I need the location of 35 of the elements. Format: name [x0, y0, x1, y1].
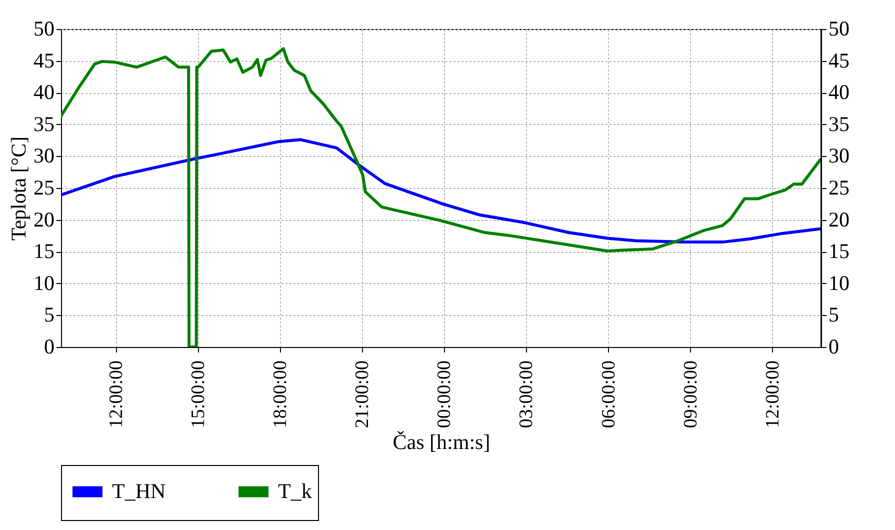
y2-tick-label: 40: [828, 80, 850, 104]
y-tick-label: 50: [34, 16, 54, 40]
x-tick-label: 00:00:00: [434, 360, 456, 428]
x-tick-label: 03:00:00: [516, 360, 538, 428]
y-tick-label: 40: [34, 80, 54, 104]
y2-tick-label: 30: [828, 144, 850, 168]
x-tick-label: 12:00:00: [762, 360, 784, 428]
y2-tick-label: 20: [828, 207, 850, 232]
legend-label: T_k: [278, 478, 312, 503]
x-axis-title: Čas [h:m:s]: [392, 430, 490, 454]
y-tick-label: 0: [44, 334, 54, 358]
x-tick-label: 09:00:00: [680, 360, 702, 428]
x-tick-label: 06:00:00: [598, 360, 620, 428]
x-tick-label: 15:00:00: [188, 360, 210, 428]
y-tick-label: 45: [34, 48, 54, 72]
y-tick-label: 10: [34, 270, 54, 295]
y2-tick-label: 45: [828, 48, 850, 72]
y-tick-label: 5: [44, 302, 54, 327]
legend-label: T_HN: [112, 478, 166, 503]
y2-tick-label: 25: [828, 176, 850, 200]
y2-tick-label: 35: [828, 112, 850, 136]
y2-tick-label: 10: [828, 270, 850, 295]
y2-tick-label: 5: [828, 302, 839, 327]
y-tick-label: 30: [34, 144, 54, 168]
y-tick-label: 20: [34, 207, 54, 232]
x-tick-label: 12:00:00: [106, 360, 128, 428]
x-tick-label: 18:00:00: [270, 360, 292, 428]
y2-tick-label: 0: [828, 334, 839, 358]
y-tick-label: 35: [34, 112, 54, 136]
x-tick-label: 21:00:00: [352, 360, 374, 428]
y2-tick-label: 50: [828, 16, 850, 40]
y-tick-label: 25: [34, 176, 54, 200]
y2-tick-label: 15: [828, 239, 850, 264]
y-tick-label: 15: [34, 239, 54, 264]
y-axis-title: Teplota [°C]: [6, 136, 30, 241]
